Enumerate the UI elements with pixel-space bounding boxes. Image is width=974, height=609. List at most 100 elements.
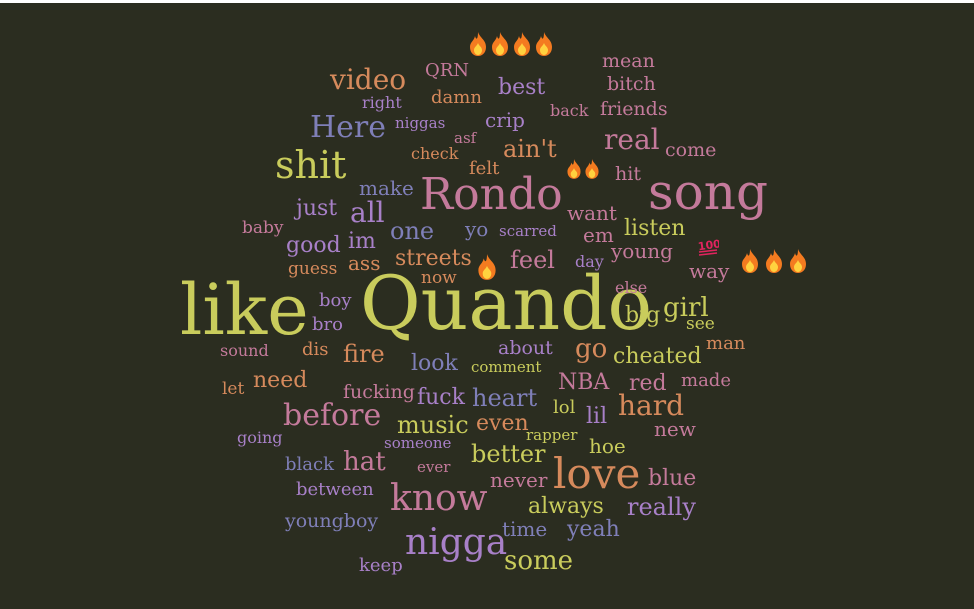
word-made: made bbox=[681, 370, 731, 391]
word-rapper: rapper bbox=[526, 426, 578, 444]
fire-emoji-group-4 bbox=[467, 31, 555, 57]
word-new: new bbox=[654, 417, 696, 441]
word-asf: asf bbox=[454, 129, 477, 147]
word-dis: dis bbox=[302, 339, 329, 360]
word-felt: felt bbox=[469, 158, 500, 179]
word-fuck: fuck bbox=[417, 385, 465, 410]
word-song: song bbox=[648, 163, 768, 221]
word-all: all bbox=[350, 196, 385, 229]
word-blue: blue bbox=[648, 466, 697, 491]
word-need: need bbox=[253, 368, 308, 393]
word-red: red bbox=[629, 371, 667, 396]
word-hat: hat bbox=[343, 447, 386, 477]
word-ever: ever bbox=[417, 458, 451, 476]
hundred-emoji: 100 bbox=[697, 235, 719, 261]
word-big: big bbox=[625, 303, 661, 328]
word-young: young bbox=[611, 239, 673, 263]
word-hoe: hoe bbox=[589, 434, 626, 458]
hundred-points-icon: 100 bbox=[697, 237, 719, 256]
word-black: black bbox=[285, 454, 334, 475]
word-someone: someone bbox=[384, 434, 452, 452]
word-man: man bbox=[706, 333, 746, 354]
fire-icon bbox=[585, 159, 599, 179]
word-real: real bbox=[604, 123, 660, 156]
word-yo: yo bbox=[465, 217, 489, 241]
fire-icon bbox=[567, 159, 581, 179]
word-lol: lol bbox=[553, 397, 576, 418]
word-hard: hard bbox=[618, 389, 685, 422]
fire-emoji-group-3 bbox=[738, 248, 810, 274]
word-comment: comment bbox=[471, 358, 542, 376]
word-some: some bbox=[504, 546, 574, 576]
fire-emoji-group-1 bbox=[475, 253, 499, 281]
word-youngboy: youngboy bbox=[285, 510, 379, 532]
word-quando: Quando bbox=[360, 261, 653, 347]
word-listen: listen bbox=[624, 216, 686, 241]
word-day: day bbox=[575, 252, 604, 271]
word-mean: mean bbox=[602, 50, 655, 72]
word-bitch: bitch bbox=[607, 73, 656, 95]
word-sound: sound bbox=[220, 341, 269, 360]
fire-icon bbox=[514, 32, 530, 56]
word-im: im bbox=[348, 229, 376, 254]
word-never: never bbox=[490, 468, 548, 492]
word-right: right bbox=[362, 93, 402, 112]
word-music: music bbox=[397, 411, 469, 439]
word-girl: girl bbox=[663, 293, 709, 323]
word-aint: ain't bbox=[503, 135, 557, 163]
word-rondo: Rondo bbox=[420, 169, 563, 220]
word-else: else bbox=[615, 278, 648, 297]
word-feel: feel bbox=[510, 246, 555, 274]
word-back: back bbox=[550, 101, 589, 120]
word-damn: damn bbox=[431, 87, 482, 108]
word-qrn: QRN bbox=[425, 60, 470, 81]
word-video: video bbox=[330, 63, 407, 96]
word-nigga: nigga bbox=[405, 522, 508, 563]
fire-icon bbox=[470, 32, 486, 56]
word-go: go bbox=[575, 334, 608, 364]
word-even: even bbox=[476, 411, 529, 436]
word-lil: lil bbox=[586, 404, 608, 429]
word-just: just bbox=[296, 196, 338, 221]
word-hit: hit bbox=[615, 163, 641, 185]
fire-icon bbox=[742, 249, 758, 273]
word-keep: keep bbox=[359, 555, 403, 576]
word-nba: NBA bbox=[558, 370, 610, 395]
word-like: like bbox=[180, 269, 309, 351]
word-before: before bbox=[283, 398, 382, 433]
word-check: check bbox=[411, 144, 459, 163]
word-cloud-canvas: like Quando song Rondo shit love know ni… bbox=[0, 3, 974, 609]
word-going: going bbox=[237, 428, 283, 447]
word-love: love bbox=[553, 449, 641, 498]
word-streets: streets bbox=[395, 246, 472, 271]
word-friends: friends bbox=[600, 98, 668, 120]
word-look: look bbox=[411, 351, 458, 376]
word-ass: ass bbox=[348, 251, 381, 275]
word-scarred: scarred bbox=[499, 222, 557, 240]
svg-text:100: 100 bbox=[697, 237, 719, 253]
word-want: want bbox=[567, 201, 617, 225]
word-good: good bbox=[286, 233, 341, 258]
word-fucking: fucking bbox=[343, 381, 415, 403]
word-now: now bbox=[421, 268, 457, 288]
fire-emoji-group-2 bbox=[565, 158, 601, 180]
word-really: really bbox=[627, 493, 696, 521]
word-better: better bbox=[471, 440, 546, 468]
word-about: about bbox=[498, 337, 553, 359]
word-niggas: niggas bbox=[395, 114, 446, 132]
word-cheated: cheated bbox=[613, 344, 702, 369]
word-em: em bbox=[583, 223, 614, 247]
fire-icon bbox=[766, 249, 782, 273]
fire-icon bbox=[492, 32, 508, 56]
word-heart: heart bbox=[472, 384, 538, 412]
word-see: see bbox=[686, 314, 715, 334]
word-come: come bbox=[665, 139, 717, 161]
word-guess: guess bbox=[288, 259, 338, 279]
fire-icon bbox=[478, 254, 496, 280]
word-baby: baby bbox=[242, 218, 284, 238]
word-yeah: yeah bbox=[567, 517, 620, 542]
fire-icon bbox=[790, 249, 806, 273]
word-one: one bbox=[390, 217, 435, 245]
word-here: Here bbox=[310, 110, 387, 145]
word-way: way bbox=[689, 259, 730, 283]
